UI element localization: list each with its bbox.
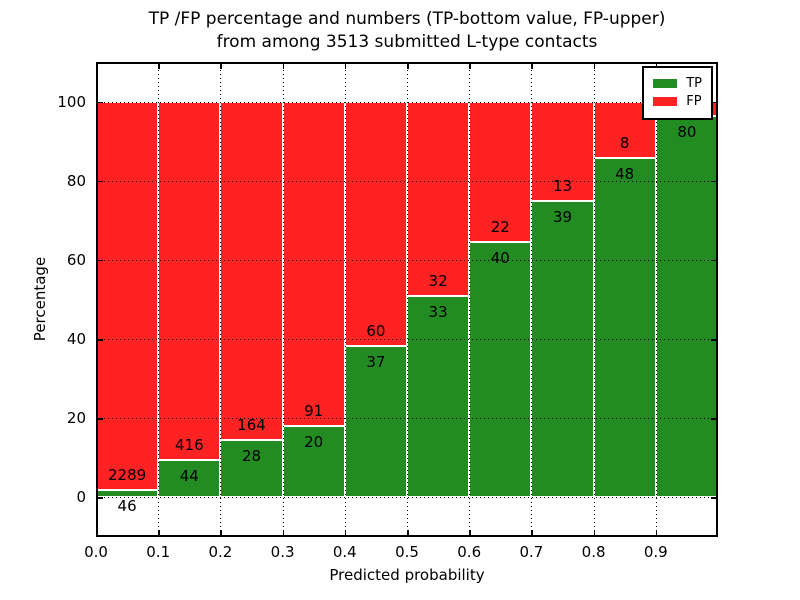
tp-count-label-6: 40 <box>490 249 510 268</box>
legend-label-fp: FP <box>686 94 702 109</box>
bars-layer <box>96 62 718 537</box>
bar-segment-tp-3 <box>282 426 345 498</box>
bar-segment-fp-1 <box>158 101 221 460</box>
bar-segment-tp-7 <box>531 200 594 498</box>
tp-count-label-9: 80 <box>677 122 697 141</box>
legend-label-tp: TP <box>686 76 702 91</box>
fp-count-label-0: 2289 <box>108 465 147 484</box>
x-tick-label-0.6: 0.6 <box>457 543 482 561</box>
tp-count-label-2: 28 <box>241 446 262 465</box>
x-axis-label: Predicted probability <box>329 566 485 584</box>
x-tick-label-0.2: 0.2 <box>208 543 233 561</box>
bar-segment-tp-8 <box>593 158 656 498</box>
x-tick-label-0.4: 0.4 <box>332 543 357 561</box>
fp-count-label-2: 164 <box>237 415 266 434</box>
fp-count-label-7: 13 <box>552 176 573 195</box>
bar-segment-fp-0 <box>96 101 159 490</box>
fp-count-label-3: 91 <box>304 402 324 421</box>
chart-title-line1: TP /FP percentage and numbers (TP-bottom… <box>148 9 666 29</box>
y-tick-label-100: 100 <box>57 92 86 111</box>
x-tick-label-0.3: 0.3 <box>270 543 295 561</box>
y-axis-label: Percentage <box>31 256 49 342</box>
tp-count-label-8: 48 <box>615 165 635 184</box>
fp-count-label-8: 8 <box>619 134 630 153</box>
bar-segment-fp-6 <box>469 101 532 243</box>
y-tick-label-0: 0 <box>76 488 86 507</box>
legend-item-tp: TP <box>653 76 702 91</box>
fp-count-label-1: 416 <box>174 435 204 454</box>
legend-item-fp: FP <box>653 94 702 109</box>
tp-count-label-0: 46 <box>117 496 137 515</box>
bar-segment-fp-7 <box>531 101 594 201</box>
bar-segment-fp-4 <box>344 101 407 347</box>
x-tick-label-0.8: 0.8 <box>581 543 606 561</box>
x-tick-label-0.9: 0.9 <box>643 543 668 561</box>
tp-count-label-7: 39 <box>552 207 573 226</box>
legend-swatch-fp <box>653 97 678 106</box>
y-tick-label-60: 60 <box>66 250 86 269</box>
chart-title-line2: from among 3513 submitted L-type contact… <box>216 32 598 52</box>
bar-segment-fp-3 <box>282 101 345 427</box>
x-tick-label-0.0: 0.0 <box>84 543 108 561</box>
fp-count-label-4: 60 <box>366 322 386 341</box>
y-tick-label-20: 20 <box>66 409 86 428</box>
legend: TP FP <box>642 66 713 120</box>
y-tick-label-80: 80 <box>66 171 86 190</box>
bar-segment-tp-9 <box>655 115 718 498</box>
tp-count-label-4: 37 <box>366 353 386 372</box>
tp-count-label-1: 44 <box>179 466 199 485</box>
plot-area: 2289 46 416 44 164 28 91 20 60 37 32 33 22 40 13 39 8 48 8… <box>96 62 718 537</box>
legend-swatch-tp <box>653 79 678 88</box>
x-tick-label-0.1: 0.1 <box>146 543 171 561</box>
fp-count-label-5: 32 <box>428 272 448 291</box>
fp-count-label-6: 22 <box>490 218 510 237</box>
bar-segment-tp-2 <box>220 439 283 498</box>
bar-labels-layer: 2289 46 416 44 164 28 91 20 60 37 32 33 22 40 13 39 8 48 8… <box>96 62 718 537</box>
tp-count-label-5: 33 <box>428 303 448 322</box>
bar-segment-tp-4 <box>344 346 407 498</box>
chart-title: TP /FP percentage and numbers (TP-bottom… <box>96 8 718 54</box>
x-tick-label-0.5: 0.5 <box>395 543 419 561</box>
tp-count-label-3: 20 <box>304 433 324 452</box>
bar-segment-fp-5 <box>407 101 470 297</box>
x-tick-label-0.7: 0.7 <box>519 543 544 561</box>
legend-items: TP FP <box>653 76 702 109</box>
y-tick-label-40: 40 <box>66 330 86 349</box>
